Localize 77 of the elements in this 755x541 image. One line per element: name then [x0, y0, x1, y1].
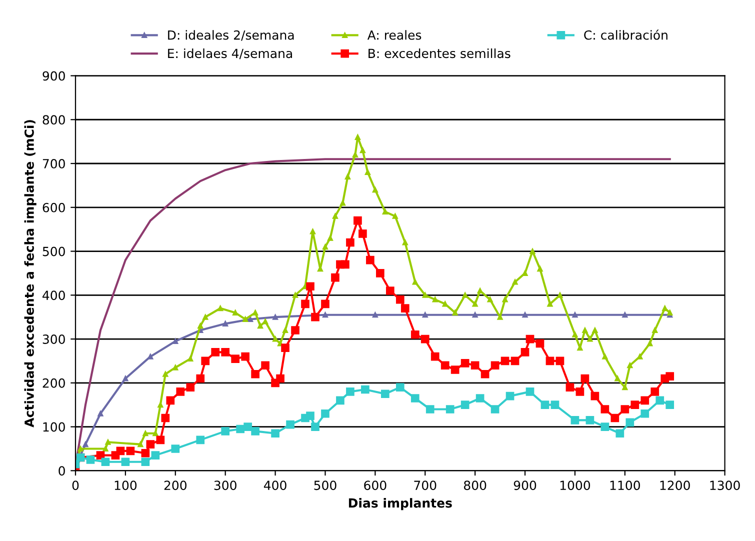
point	[172, 338, 178, 344]
x-tick-label: 500	[314, 480, 336, 490]
point	[550, 400, 560, 410]
point	[321, 409, 330, 418]
y-axis-title: Actividad excedente a fecha implante (mCi)	[24, 120, 36, 428]
point	[244, 422, 252, 431]
legend-label: C: calibración	[584, 30, 668, 40]
legend-label: E: idelaes 4/semana	[168, 48, 292, 60]
legend-label: B: excedentes semillas	[368, 48, 510, 58]
x-tick-label: 100	[114, 480, 137, 490]
point	[222, 320, 228, 326]
point	[426, 405, 434, 414]
point	[122, 376, 128, 382]
point	[86, 456, 95, 464]
y-tick-label: 800	[42, 115, 65, 125]
y-tick-label: 300	[42, 334, 65, 344]
x-tick-label: 300	[214, 480, 236, 490]
point	[586, 416, 594, 424]
point	[251, 427, 260, 436]
point	[101, 458, 110, 466]
point	[248, 316, 254, 322]
point	[311, 422, 320, 431]
point	[381, 390, 390, 398]
point	[626, 418, 634, 427]
point	[148, 354, 154, 360]
point	[151, 451, 160, 460]
y-tick-label: 400	[42, 290, 65, 300]
legend-label: D: ideales 2/semana	[168, 30, 294, 41]
point	[540, 400, 550, 410]
point	[526, 388, 534, 396]
point	[272, 314, 278, 320]
x-tick-label: 1300	[710, 480, 740, 490]
x-tick-label: 0	[72, 480, 79, 490]
y-tick-label: 200	[42, 378, 65, 388]
point	[286, 420, 294, 429]
point	[640, 409, 650, 418]
point	[336, 396, 344, 405]
x-tick-label: 800	[464, 480, 486, 490]
point	[476, 394, 484, 402]
y-tick-label: 700	[42, 158, 65, 168]
x-tick-label: 1200	[660, 480, 690, 490]
x-tick-label: 200	[164, 480, 186, 490]
y-tick-label: 0	[58, 466, 65, 476]
point	[506, 392, 514, 400]
x-tick-label: 1100	[610, 480, 640, 490]
point	[171, 444, 180, 453]
x-tick-label: 1000	[560, 480, 590, 490]
x-tick-label: 900	[514, 480, 536, 490]
point	[410, 394, 420, 402]
legend-label: A: reales	[367, 30, 422, 40]
point	[656, 396, 664, 405]
point	[396, 383, 404, 392]
x-tick-label: 700	[414, 480, 436, 490]
y-tick-label: 900	[42, 71, 65, 81]
point	[346, 388, 354, 396]
point	[616, 429, 624, 438]
point	[221, 427, 230, 436]
y-tick-label: 100	[43, 422, 65, 432]
point	[306, 412, 314, 420]
point	[271, 429, 280, 438]
y-tick-label: 500	[42, 246, 65, 256]
point	[570, 416, 580, 424]
point	[98, 410, 104, 416]
point	[236, 424, 244, 434]
point	[196, 436, 205, 444]
point	[361, 385, 370, 394]
point	[446, 405, 454, 414]
point	[666, 400, 674, 410]
point	[141, 458, 150, 466]
point	[490, 405, 500, 414]
x-axis-title: Dias implantes	[348, 498, 452, 510]
point	[460, 400, 470, 410]
x-tick-label: 400	[264, 480, 286, 490]
point	[121, 458, 130, 466]
point	[600, 422, 610, 431]
x-tick-label: 600	[364, 480, 386, 490]
y-tick-label: 600	[42, 202, 65, 212]
